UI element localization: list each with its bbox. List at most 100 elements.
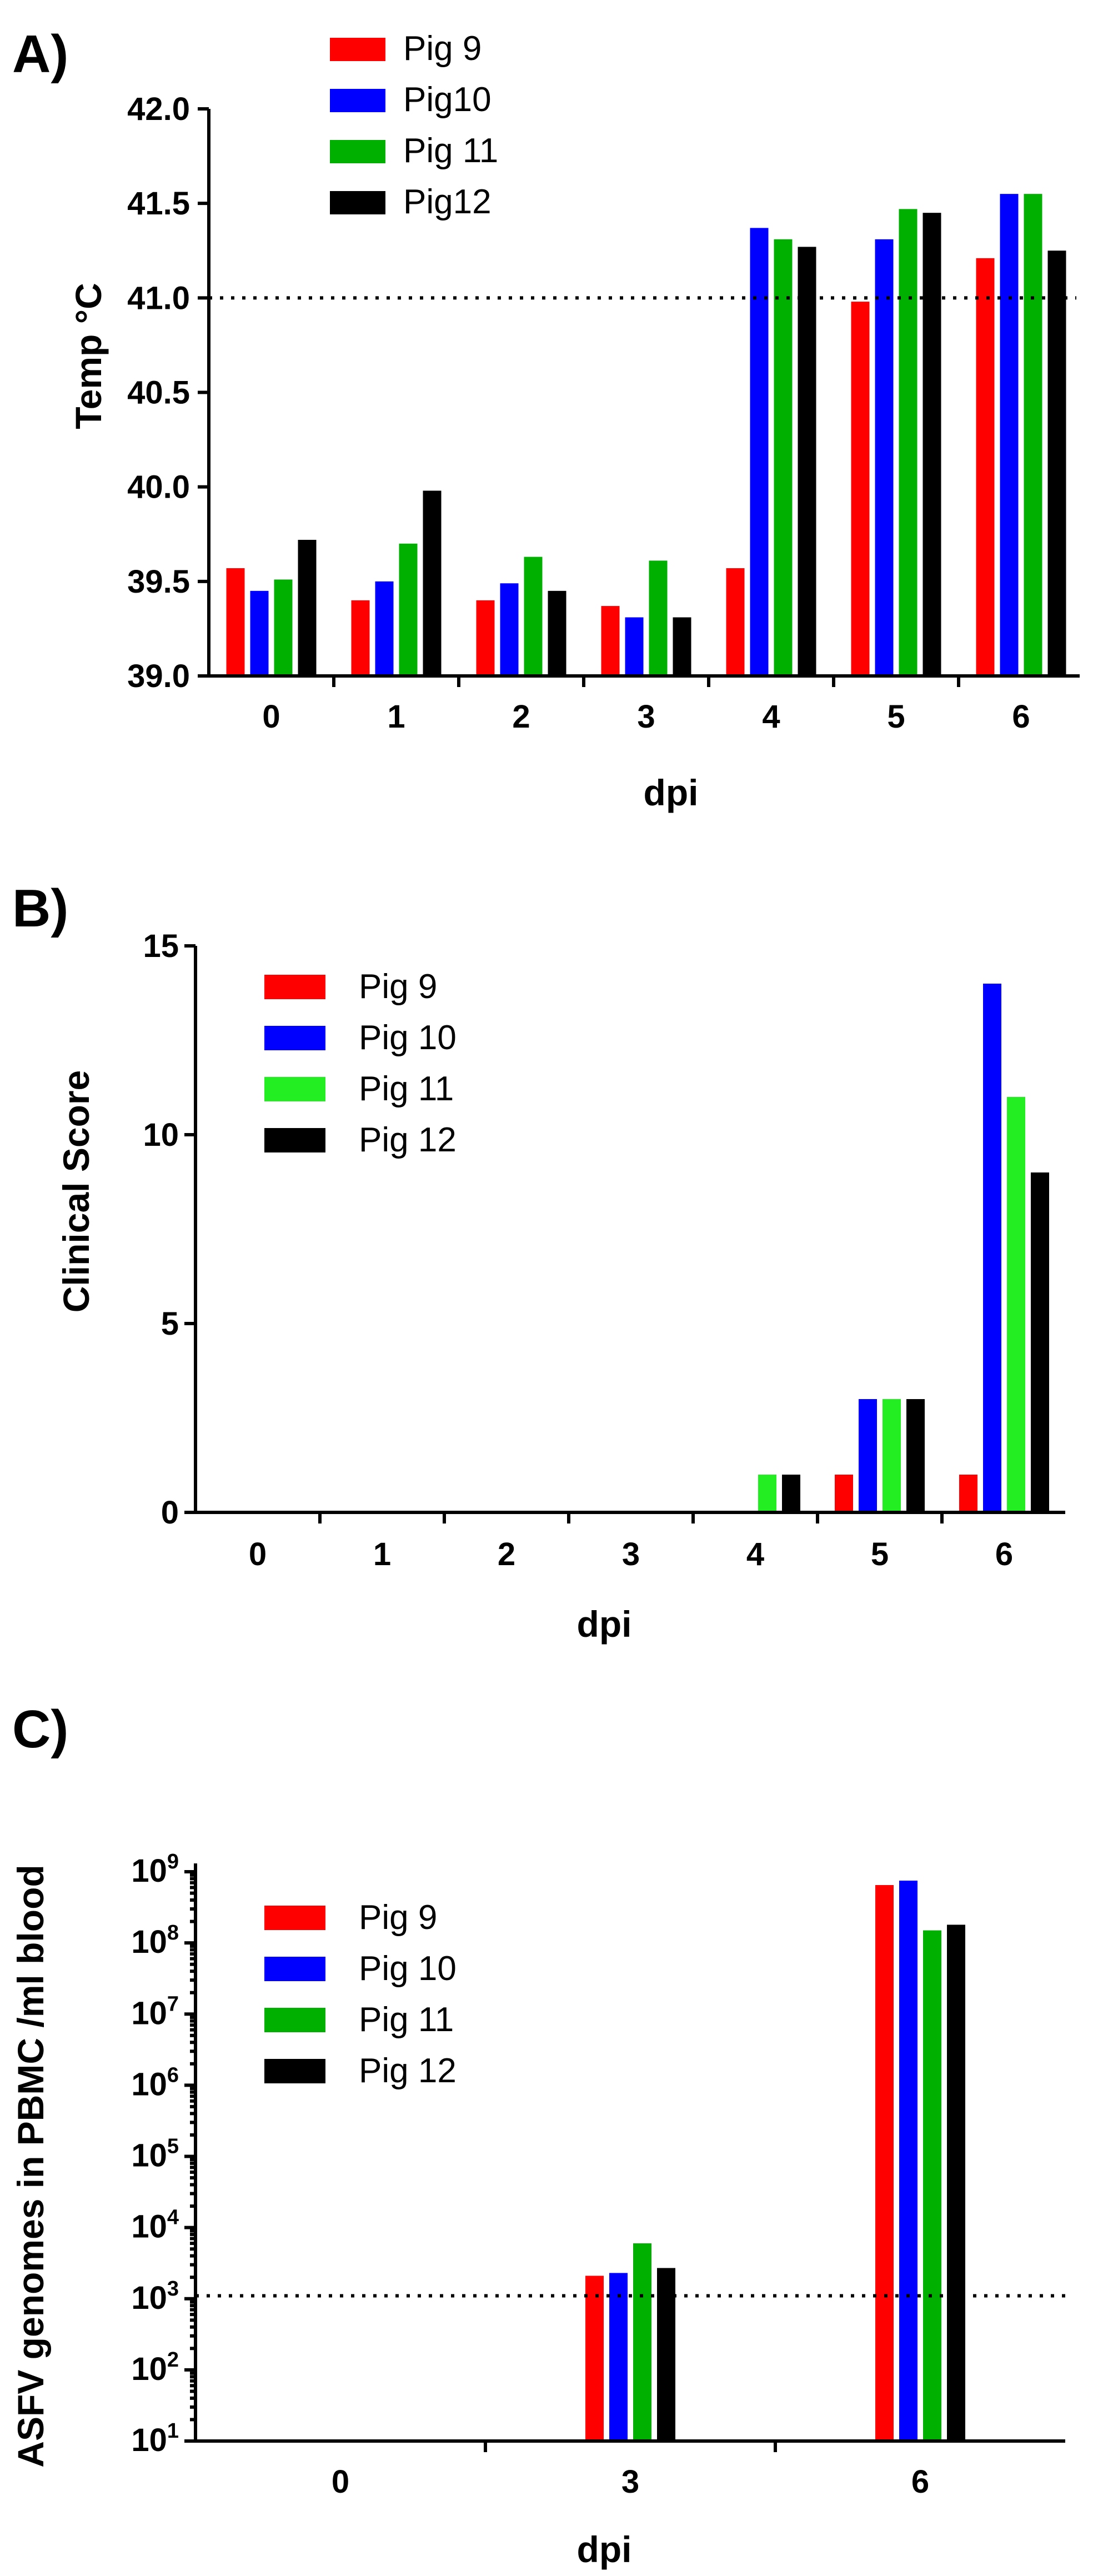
panel-b-legend-swatch — [264, 975, 325, 999]
panel-c-axes — [184, 1863, 1065, 2452]
panel-a-bar-pig11-dpi-2 — [524, 557, 543, 676]
panel-c-y-tick-label: 109 — [131, 1850, 179, 1889]
panel-b-bar-pig11-dpi-6 — [1007, 1097, 1025, 1512]
panel-b-y-tick-labels: 0 5 10 15 — [143, 928, 179, 1531]
panel-a-y-axis-title: Temp °C — [68, 283, 109, 429]
panel-a-x-tick-labels: 0 1 2 3 4 5 6 — [262, 699, 1030, 735]
panel-a-x-tick-label: 6 — [1012, 699, 1030, 735]
panel-b-bar-pig12-dpi-4 — [782, 1475, 800, 1512]
panel-b-bar-pig10-dpi-6 — [983, 984, 1001, 1512]
panel-a-bar-pig10-dpi-5 — [875, 239, 894, 676]
panel-b-x-tick-label: 6 — [995, 1536, 1013, 1572]
panel-b-bars — [758, 984, 1049, 1512]
panel-c-legend-label: Pig 10 — [359, 1949, 457, 1988]
panel-a-bar-pig10-dpi-0 — [250, 590, 269, 676]
panel-c-x-axis-title: dpi — [577, 2529, 632, 2570]
panel-a-x-tick-label: 0 — [262, 699, 280, 735]
panel-c-legend-label: Pig 9 — [359, 1898, 437, 1937]
panel-c-y-axis-title: ASFV genomes in PBMC /ml blood — [10, 1865, 51, 2467]
panel-c-bar-pig10-dpi-6 — [899, 1881, 917, 2441]
panel-b-y-tick-label: 0 — [161, 1495, 179, 1531]
panel-c-letter: C) — [12, 1700, 68, 1759]
panel-a-bar-pig10-dpi-6 — [1000, 194, 1019, 676]
panel-a-y-tick-label: 39.5 — [127, 564, 190, 600]
panel-a-x-tick-label: 3 — [637, 699, 655, 735]
panel-c-legend-swatch — [264, 1906, 325, 1930]
panel-b-y-tick-label: 10 — [143, 1117, 179, 1153]
panel-c-bar-pig12-dpi-6 — [947, 1925, 965, 2441]
panel-a-legend-swatch — [330, 89, 385, 112]
panel-b-legend-swatch — [264, 1128, 325, 1152]
panel-c-x-tick-label: 6 — [911, 2464, 929, 2500]
panel-a-bar-pig11-dpi-6 — [1024, 194, 1042, 676]
panel-c-y-tick-label: 103 — [131, 2277, 179, 2316]
panel-c-x-tick-label: 3 — [621, 2464, 639, 2500]
panel-a-bar-pig11-dpi-0 — [274, 579, 293, 676]
panel-c-legend: Pig 9 Pig 10 Pig 11 Pig 12 — [264, 1898, 457, 2090]
panel-a-bar-pig12-dpi-2 — [548, 590, 566, 676]
panel-c-y-tick-label: 108 — [131, 1921, 179, 1960]
panel-a-legend: Pig 9 Pig10 Pig 11 Pig12 — [330, 29, 498, 221]
panel-c-legend-swatch — [264, 2008, 325, 2032]
panel-c-y-tick-label: 102 — [131, 2348, 179, 2387]
panel-a-axes — [198, 107, 1080, 687]
panel-c-y-tick-label: 106 — [131, 2063, 179, 2102]
panel-c-legend-label: Pig 12 — [359, 2052, 457, 2090]
panel-a-y-tick-label: 41.0 — [127, 280, 190, 316]
panel-b-legend-label: Pig 12 — [359, 1121, 457, 1159]
panel-a-y-tick-label: 41.5 — [127, 186, 190, 222]
panel-b-bar-pig11-dpi-4 — [758, 1475, 776, 1512]
panel-a-legend-swatch — [330, 38, 385, 61]
panel-a-bar-pig9-dpi-0 — [226, 568, 245, 676]
panel-a-bar-pig10-dpi-3 — [625, 617, 644, 676]
panel-b-y-tick-label: 15 — [143, 928, 179, 964]
panel-c-legend-swatch — [264, 1957, 325, 1981]
panel-a-bar-pig9-dpi-2 — [476, 600, 495, 676]
panel-a-bar-pig10-dpi-1 — [375, 581, 394, 676]
panel-b-bar-pig12-dpi-5 — [906, 1399, 925, 1512]
panel-c-bar-pig12-dpi-3 — [657, 2268, 675, 2441]
panel-a-bar-pig9-dpi-1 — [351, 600, 370, 676]
panel-a-legend-label: Pig 11 — [403, 132, 498, 170]
panel-a-x-tick-label: 2 — [512, 699, 530, 735]
panel-a-x-tick-label: 5 — [887, 699, 905, 735]
panel-b-x-tick-label: 2 — [498, 1536, 515, 1572]
panel-a-legend-swatch — [330, 140, 385, 163]
panel-c-bar-pig9-dpi-6 — [875, 1885, 894, 2441]
panel-c-legend-swatch — [264, 2059, 325, 2083]
panel-a-bar-pig9-dpi-4 — [726, 568, 745, 676]
panel-a-temperature-chart: A) Temp °C dpi 39.0 39.5 40.0 40.5 41.0 41.5 4… — [12, 24, 1080, 813]
panel-b-x-tick-label: 4 — [746, 1536, 764, 1572]
panel-a-bar-pig11-dpi-3 — [649, 560, 668, 676]
panel-b-x-axis-title: dpi — [577, 1603, 632, 1645]
panel-a-bar-pig11-dpi-5 — [899, 209, 917, 676]
panel-c-bar-pig11-dpi-6 — [923, 1930, 941, 2441]
panel-b-x-tick-labels: 0 1 2 3 4 5 6 — [249, 1536, 1013, 1572]
panel-a-x-axis-title: dpi — [644, 772, 699, 813]
panel-a-bar-pig12-dpi-3 — [673, 617, 691, 676]
panel-a-bar-pig12-dpi-4 — [798, 247, 816, 676]
panel-b-y-axis-title: Clinical Score — [56, 1070, 97, 1313]
panel-a-bar-pig12-dpi-5 — [922, 213, 941, 676]
panel-a-bar-pig9-dpi-3 — [601, 606, 620, 676]
panel-c-y-tick-label: 104 — [131, 2206, 179, 2245]
panel-a-y-tick-labels: 39.0 39.5 40.0 40.5 41.0 41.5 42.0 — [127, 91, 190, 694]
panel-a-y-tick-label: 40.0 — [127, 469, 190, 505]
panel-a-bar-pig12-dpi-0 — [298, 539, 317, 676]
panel-b-bar-pig9-dpi-6 — [959, 1475, 977, 1512]
panel-b-bar-pig10-dpi-5 — [859, 1399, 877, 1512]
panel-b-x-tick-label: 3 — [622, 1536, 640, 1572]
panel-a-y-tick-label: 42.0 — [127, 91, 190, 127]
panel-a-legend-label: Pig10 — [403, 81, 492, 119]
panel-a-bars — [226, 194, 1066, 676]
panel-a-legend-label: Pig12 — [403, 183, 492, 221]
panel-b-y-tick-label: 5 — [161, 1306, 179, 1342]
panel-b-bar-pig11-dpi-5 — [883, 1399, 901, 1512]
panel-c-bar-pig9-dpi-3 — [585, 2276, 604, 2441]
panel-a-bar-pig10-dpi-4 — [750, 228, 769, 676]
panel-a-x-tick-label: 4 — [762, 699, 780, 735]
panel-a-x-tick-label: 1 — [387, 699, 405, 735]
panel-c-y-tick-label: 101 — [131, 2419, 179, 2458]
panel-a-y-tick-label: 39.0 — [127, 658, 190, 694]
